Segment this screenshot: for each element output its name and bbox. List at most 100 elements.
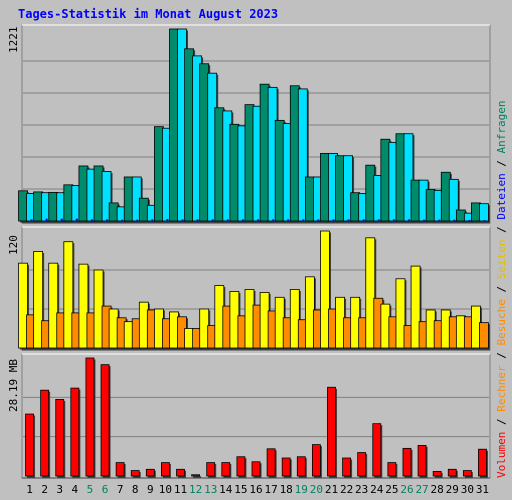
right-legend-part-10: Anfragen <box>495 100 508 153</box>
bar-volumen-day-8 <box>130 470 140 477</box>
x-tick-day-28: 28 <box>431 483 444 496</box>
bar-inner-day-17 <box>272 219 275 221</box>
bar-inner-day-7 <box>121 219 124 221</box>
bar-volumen-day-2 <box>40 389 50 477</box>
bar-inner-day-27 <box>423 219 426 221</box>
bar-volumen-day-6 <box>100 364 110 477</box>
bar-volumen-day-14 <box>221 462 231 477</box>
bar-inner-day-20 <box>317 219 320 221</box>
x-tick-day-20: 20 <box>310 483 323 496</box>
x-tick-day-1: 1 <box>26 483 33 496</box>
x-tick-day-7: 7 <box>117 483 124 496</box>
bar-inner-day-15 <box>241 219 244 221</box>
bar-volumen-day-30 <box>462 470 472 477</box>
right-legend-part-5: / <box>495 279 508 299</box>
bar-volumen-day-17 <box>266 448 276 477</box>
bar-inner-day-12 <box>196 219 199 221</box>
x-tick-day-9: 9 <box>147 483 154 496</box>
bar-inner-day-3 <box>60 218 63 221</box>
x-tick-day-12: 12 <box>189 483 202 496</box>
bar-volumen-day-31 <box>478 448 487 477</box>
x-tick-day-18: 18 <box>280 483 293 496</box>
x-tick-day-21: 21 <box>325 483 338 496</box>
bar-volumen-day-22 <box>342 457 351 477</box>
panels-layer: 1221 120 28.19 MB <box>7 24 491 479</box>
bar-volumen-day-18 <box>281 457 291 477</box>
x-tick-day-30: 30 <box>461 483 474 496</box>
bar-inner-day-30 <box>468 220 471 221</box>
x-tick-day-3: 3 <box>56 483 63 496</box>
bar-inner-day-21 <box>332 219 335 221</box>
bar-volumen-day-12 <box>191 474 201 477</box>
bar-inner-day-25 <box>392 219 395 221</box>
bar-dateien-day-31 <box>479 203 489 222</box>
bar-inner-day-5 <box>90 219 93 221</box>
bar-volumen-day-23 <box>357 452 367 477</box>
x-tick-day-8: 8 <box>132 483 139 496</box>
x-tick-day-15: 15 <box>234 483 247 496</box>
bar-volumen-day-4 <box>70 387 80 477</box>
bar-inner-day-16 <box>257 219 259 221</box>
bar-inner-day-31 <box>483 220 486 221</box>
right-legend-part-7: / <box>495 220 508 240</box>
bar-inner-day-29 <box>453 219 456 221</box>
bar-inner-day-11 <box>181 219 184 221</box>
bar-seiten-day-26 <box>395 278 406 349</box>
bar-inner-day-26 <box>407 219 410 221</box>
bar-inner-day-8 <box>136 219 139 221</box>
x-tick-day-14: 14 <box>219 483 233 496</box>
bar-inner-day-18 <box>287 219 290 221</box>
x-tick-day-22: 22 <box>340 483 353 496</box>
x-tick-day-17: 17 <box>264 483 277 496</box>
x-tick-day-16: 16 <box>249 483 262 496</box>
bar-seiten-day-1 <box>18 262 28 349</box>
bar-inner-day-23 <box>362 219 365 221</box>
bar-inner-day-2 <box>45 218 48 221</box>
bar-seiten-day-24 <box>365 237 376 349</box>
bar-volumen-day-25 <box>387 462 397 477</box>
bar-inner-day-19 <box>302 219 305 221</box>
y-max-label: 120 <box>7 235 20 255</box>
bar-volumen-day-10 <box>161 462 170 477</box>
right-legend-part-2: Rechner <box>495 365 508 412</box>
bar-volumen-day-28 <box>432 470 442 477</box>
right-legend-part-9: / <box>495 153 508 173</box>
x-tick-day-4: 4 <box>72 483 79 496</box>
bar-volumen-day-11 <box>176 468 185 477</box>
bar-seiten-day-4 <box>63 241 74 349</box>
bar-inner-day-22 <box>347 219 350 221</box>
x-tick-day-24: 24 <box>370 483 384 496</box>
bar-inner-day-14 <box>226 219 229 221</box>
x-tick-day-31: 31 <box>476 483 489 496</box>
x-tick-labels: 1 2 3 4 5 6 7 8 9 10 11 12 13 14 15 16 17 18 19 20 21 22 23 24 2… <box>26 483 489 496</box>
x-tick-day-19: 19 <box>295 483 308 496</box>
bar-volumen-day-29 <box>447 468 457 477</box>
bar-inner-day-6 <box>106 219 109 221</box>
right-legend-part-1: / <box>495 412 508 432</box>
x-tick-day-6: 6 <box>102 483 109 496</box>
bar-shadow <box>193 476 202 478</box>
right-legend-part-4: Besuche <box>495 299 508 345</box>
bar-volumen-day-26 <box>402 447 412 477</box>
x-tick-day-25: 25 <box>385 483 398 496</box>
right-legend-part-3: / <box>495 346 508 366</box>
x-tick-day-5: 5 <box>87 483 94 496</box>
bar-seiten-day-3 <box>48 262 59 349</box>
bar-volumen-day-24 <box>372 423 382 477</box>
right-legend-part-0: Volumen <box>495 432 508 478</box>
right-legend-part-6: Seiten <box>495 240 508 280</box>
x-tick-day-2: 2 <box>41 483 48 496</box>
panel-volumen: 28.19 MB <box>7 353 491 479</box>
bar-volumen-day-9 <box>145 468 155 477</box>
bar-volumen-day-13 <box>206 462 216 477</box>
panel-anfragen-dateien: 1221 <box>7 24 491 224</box>
bar-inner-day-10 <box>166 219 169 221</box>
bar-seiten-day-2 <box>33 251 44 349</box>
bar-besuche-day-31 <box>479 322 489 349</box>
bar-volumen-day-5 <box>85 357 95 477</box>
bar-volumen-day-20 <box>311 444 321 477</box>
x-tick-day-26: 26 <box>400 483 413 496</box>
bar-seiten-day-5 <box>78 263 89 349</box>
bar-volumen-day-15 <box>236 456 246 477</box>
bar-volumen-day-3 <box>55 398 65 477</box>
